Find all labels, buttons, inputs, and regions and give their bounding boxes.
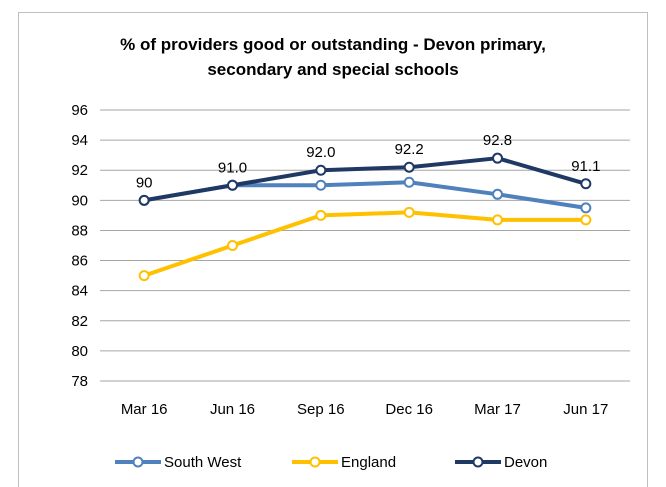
- y-tick-label: 86: [71, 253, 88, 270]
- england-point: [138, 270, 150, 282]
- england-point: [403, 206, 415, 218]
- legend-marker: [309, 456, 321, 468]
- england-point: [492, 214, 503, 226]
- data-label: 91.1: [571, 158, 600, 175]
- y-tick-label: 90: [71, 192, 88, 209]
- england-point: [580, 214, 592, 226]
- y-tick-label: 88: [71, 222, 88, 239]
- x-tick-label: Mar 16: [121, 401, 168, 418]
- legend-label: Devon: [504, 454, 547, 471]
- data-label: 92.0: [306, 144, 335, 161]
- x-tick-label: Sep 16: [297, 401, 345, 418]
- legend-item: England: [292, 454, 396, 471]
- data-label: 92.2: [395, 141, 424, 158]
- south-west-series-line: [142, 180, 588, 210]
- devon-point: [403, 161, 415, 173]
- south-west-point: [580, 202, 592, 214]
- y-tick-label: 94: [71, 132, 88, 149]
- x-tick-label: Jun 17: [563, 401, 608, 418]
- legend-item: Devon: [455, 454, 547, 471]
- devon-point: [138, 194, 150, 206]
- x-tick-label: Jun 16: [210, 401, 255, 418]
- legend-marker: [472, 456, 484, 468]
- y-tick-label: 82: [71, 313, 88, 330]
- south-west-point: [492, 188, 503, 200]
- legend-marker: [132, 456, 144, 468]
- data-label: 92.8: [483, 132, 512, 149]
- england-series-line: [142, 210, 588, 278]
- england-point: [227, 240, 238, 251]
- legend-label: South West: [164, 454, 242, 471]
- chart-frame: [18, 12, 648, 487]
- england-point: [315, 209, 327, 221]
- devon-series-line: [142, 156, 588, 203]
- chart-title-line-2: secondary and special schools: [207, 60, 458, 79]
- y-tick-label: 80: [71, 343, 88, 360]
- legend-label: England: [341, 454, 396, 471]
- devon-point: [492, 152, 503, 164]
- data-label: 90: [136, 174, 153, 191]
- devon-point: [227, 179, 238, 191]
- devon-point: [315, 164, 327, 176]
- data-label: 91.0: [218, 159, 247, 176]
- devon-point: [580, 178, 592, 190]
- south-west-point: [403, 176, 415, 188]
- legend-item: South West: [115, 454, 242, 471]
- y-tick-label: 96: [71, 102, 88, 119]
- x-tick-label: Mar 17: [474, 401, 521, 418]
- y-tick-label: 84: [71, 283, 88, 300]
- chart-title-line-1: % of providers good or outstanding - Dev…: [120, 35, 546, 54]
- x-tick-label: Dec 16: [385, 401, 433, 418]
- y-tick-label: 92: [71, 162, 88, 179]
- y-tick-label: 78: [71, 373, 88, 390]
- south-west-point: [315, 179, 327, 191]
